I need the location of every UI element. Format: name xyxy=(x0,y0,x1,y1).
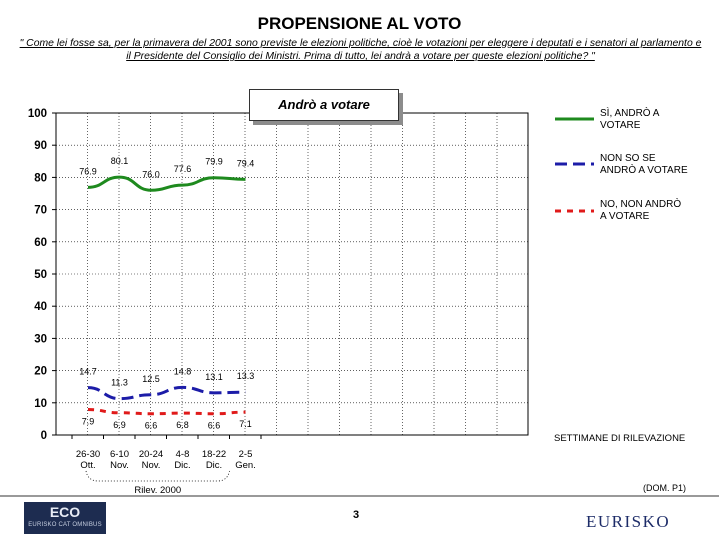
x-category-label: 4-8 xyxy=(176,449,190,460)
eco-logo-text: ECO xyxy=(49,504,81,520)
weeks-label: SETTIMANE DI RILEVAZIONE xyxy=(554,433,686,444)
legend-label-unsure: NON SO SE ANDRÒ A VOTARE xyxy=(600,153,688,177)
y-tick-label: 90 xyxy=(34,140,47,152)
x-category-label: Gen. xyxy=(235,460,256,471)
y-tick-label: 20 xyxy=(34,366,47,378)
group-label: Rilev. 2000 xyxy=(134,485,181,496)
page-title: PROPENSIONE AL VOTO xyxy=(257,14,462,33)
x-category-label: 26-30 xyxy=(76,449,100,460)
data-label-2: 6.8 xyxy=(176,420,189,430)
y-tick-label: 30 xyxy=(34,333,47,345)
data-label-1: 14.7 xyxy=(79,367,97,377)
y-tick-label: 100 xyxy=(28,108,47,120)
legend-label-no-line1: NO, NON ANDRÒ xyxy=(600,199,682,210)
data-label-2: 7.9 xyxy=(82,417,95,427)
x-category-label: 20-24 xyxy=(139,449,163,460)
data-label-0: 79.9 xyxy=(205,157,223,167)
y-tick-label: 10 xyxy=(34,398,47,410)
data-label-2: 7.1 xyxy=(239,419,252,429)
legend-label-no: NO, NON ANDRÒ A VOTARE xyxy=(600,199,681,223)
series-line-1 xyxy=(87,385,246,401)
data-label-2: 6.6 xyxy=(145,421,158,431)
eco-logo: ECO EURISKO CAT OMNIBUS xyxy=(24,502,106,534)
legend-label-unsure-line2: ANDRÒ A VOTARE xyxy=(600,165,688,176)
legend-label-yes-line1: SÌ, ANDRÒ A xyxy=(600,108,660,119)
data-label-1: 14.8 xyxy=(174,366,192,376)
legend-label-unsure-line1: NON SO SE xyxy=(600,153,656,164)
y-tick-label: 0 xyxy=(41,430,47,442)
series-line-2 xyxy=(87,408,246,416)
data-label-0: 76.0 xyxy=(142,169,160,179)
data-label-1: 13.3 xyxy=(237,371,255,381)
y-tick-label: 80 xyxy=(34,172,47,184)
x-category-label: 2-5 xyxy=(239,449,253,460)
x-category-label: Dic. xyxy=(206,460,222,471)
y-tick-label: 60 xyxy=(34,237,47,249)
x-category-label: 18-22 xyxy=(202,449,226,460)
group-bracket xyxy=(85,470,230,482)
page-number: 3 xyxy=(353,509,360,521)
survey-question: " Come lei fosse sa, per la primavera de… xyxy=(18,37,703,63)
chart-subtitle: Andrò a votare xyxy=(249,89,399,121)
x-category-label: 6-10 xyxy=(110,449,129,460)
data-label-2: 6.9 xyxy=(113,420,126,430)
data-label-0: 79.4 xyxy=(237,158,255,168)
y-tick-label: 40 xyxy=(34,301,47,313)
data-label-1: 12.5 xyxy=(142,374,160,384)
data-label-0: 77.6 xyxy=(174,164,192,174)
legend-label-yes: SÌ, ANDRÒ A VOTARE xyxy=(600,108,659,132)
data-label-2: 6.6 xyxy=(208,421,221,431)
y-tick-label: 70 xyxy=(34,205,47,217)
x-category-label: Ott. xyxy=(80,460,95,471)
question-reference: (DOM. P1) xyxy=(643,483,687,493)
data-label-1: 11.3 xyxy=(111,378,128,388)
legend-label-no-line2: A VOTARE xyxy=(600,211,650,222)
x-category-label: Nov. xyxy=(110,460,129,471)
data-label-1: 13.1 xyxy=(205,372,223,382)
data-label-0: 80.1 xyxy=(111,156,129,166)
x-category-label: Dic. xyxy=(174,460,190,471)
x-category-label: Nov. xyxy=(142,460,161,471)
legend-label-yes-line2: VOTARE xyxy=(600,120,641,131)
data-label-0: 76.9 xyxy=(79,166,97,176)
eurisko-logo: EURISKO xyxy=(586,512,671,531)
series-line-0 xyxy=(87,175,246,192)
y-tick-label: 50 xyxy=(34,269,47,281)
survey-question-text: " Come lei fosse sa, per la primavera de… xyxy=(19,38,702,62)
eco-logo-subtext: EURISKO CAT OMNIBUS xyxy=(28,522,102,528)
